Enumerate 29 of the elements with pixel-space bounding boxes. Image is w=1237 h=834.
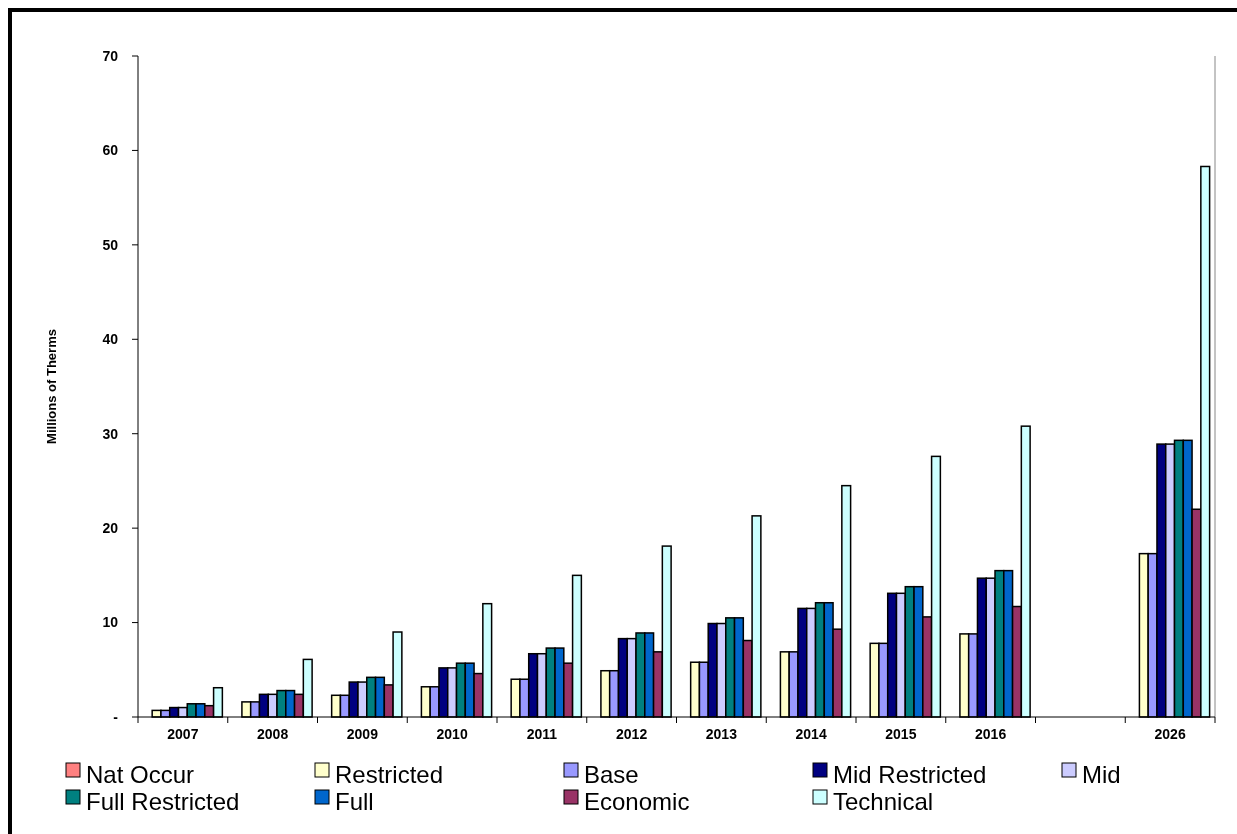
x-tick-label: 2011	[526, 726, 558, 742]
legend-label: Full Restricted	[86, 788, 240, 816]
y-axis-title: Millions of Therms	[44, 329, 59, 444]
legend-label: Nat Occur	[86, 761, 195, 789]
y-tick-label: 30	[102, 425, 119, 442]
x-tick-label: 2013	[705, 726, 738, 742]
x-tick-label: 2012	[616, 726, 648, 742]
legend-label: Mid	[1082, 761, 1121, 789]
x-tick-label: 2016	[975, 726, 1007, 742]
legend-label: Economic	[584, 788, 690, 816]
y-tick-label: 60	[102, 142, 119, 159]
x-tick-label: 2026	[1154, 726, 1186, 742]
y-tick-label: 20	[102, 520, 119, 537]
legend-label: Mid Restricted	[833, 761, 987, 789]
y-tick-label: -	[113, 708, 119, 725]
legend-label: Restricted	[335, 761, 444, 789]
legend-label: Technical	[833, 788, 934, 816]
y-tick-label: 40	[102, 331, 119, 348]
x-tick-label: 2010	[436, 726, 468, 742]
x-tick-label: 2014	[795, 726, 827, 742]
x-tick-label: 2007	[167, 726, 199, 742]
legend-label: Full	[335, 788, 374, 816]
y-tick-label: 50	[102, 236, 119, 253]
y-tick-label: 70	[102, 47, 119, 64]
y-tick-label: 10	[102, 614, 119, 631]
x-tick-label: 2008	[257, 726, 289, 742]
legend-label: Base	[584, 761, 639, 789]
x-tick-label: 2015	[885, 726, 917, 742]
x-tick-label: 2009	[346, 726, 379, 742]
